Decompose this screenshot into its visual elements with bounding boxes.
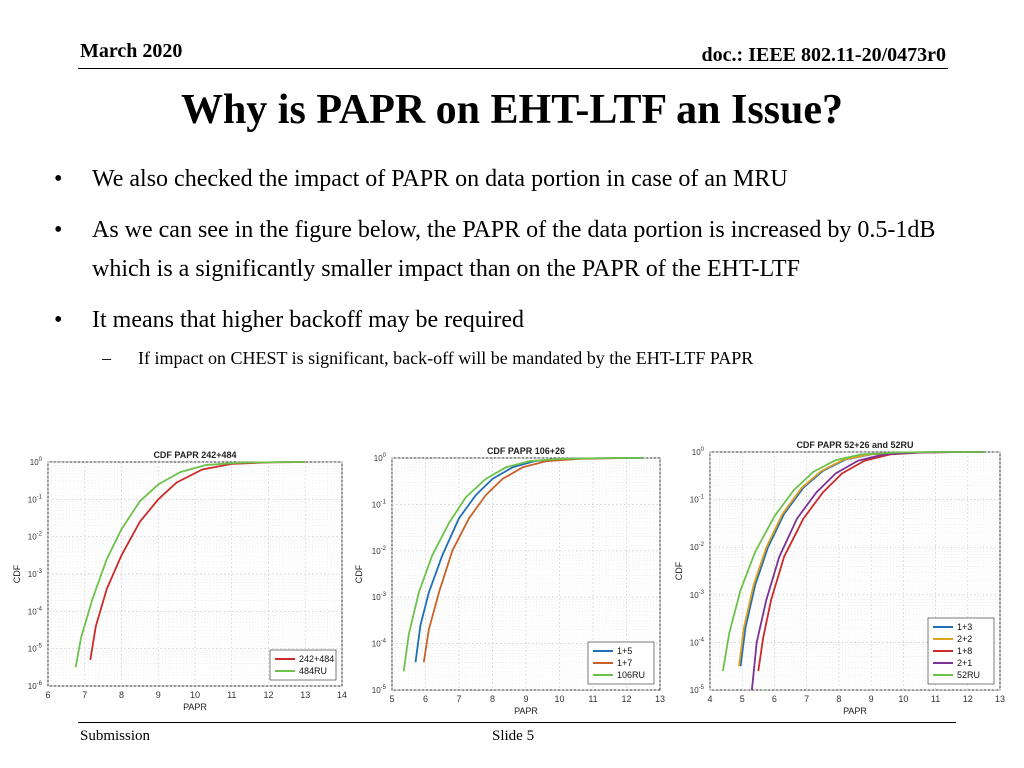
x-axis-label: PAPR	[183, 702, 207, 712]
x-axis-label: PAPR	[514, 706, 538, 716]
y-tick-label: 10-6	[28, 681, 43, 691]
legend-label: 52RU	[957, 670, 980, 680]
header-doc-id: doc.: IEEE 802.11-20/0473r0	[701, 44, 946, 66]
x-tick-label: 12	[963, 694, 973, 704]
series-line-106RU	[402, 457, 644, 672]
x-tick-label: 14	[337, 690, 347, 700]
x-tick-label: 10	[898, 694, 908, 704]
x-tick-label: 6	[423, 694, 428, 704]
y-tick-label: 10-4	[28, 606, 43, 616]
y-tick-label: 10-2	[28, 532, 43, 542]
chart-cdf-106-26: 5 6 7 8 9 10 11 12 13 100 10-1 10-2 10-3 10-4 10-5 CDF …	[350, 436, 668, 723]
y-tick-label: 10-2	[690, 542, 705, 552]
x-tick-label: 10	[190, 690, 200, 700]
bullet-item: • As we can see in the figure below, the…	[54, 211, 974, 289]
chart-svg: 4 5 6 7 8 9 10 11 12 13 100 10-1 10-2 10-3 10-4 10-5 CDF…	[674, 440, 1005, 716]
series-line-1-7	[422, 457, 627, 663]
footer-rule	[78, 722, 956, 723]
x-tick-label: 13	[655, 694, 665, 704]
bullet-dot: •	[54, 166, 63, 192]
chart-svg: 5 6 7 8 9 10 11 12 13 100 10-1 10-2 10-3 10-4 10-5 CDF …	[354, 446, 665, 716]
x-tick-label: 5	[740, 694, 745, 704]
x-tick-label: 8	[119, 690, 124, 700]
x-tick-label: 13	[300, 690, 310, 700]
y-axis-label: CDF	[354, 564, 364, 583]
bullet-text: We also checked the impact of PAPR on da…	[92, 166, 788, 192]
x-tick-label: 4	[707, 694, 712, 704]
series-line-52RU	[722, 451, 984, 672]
y-tick-label: 10-3	[28, 569, 43, 579]
legend-label: 1+7	[617, 658, 632, 668]
x-tick-label: 11	[588, 694, 597, 704]
x-tick-label: 9	[869, 694, 874, 704]
legend-label: 2+1	[957, 658, 972, 668]
legend-label: 1+8	[957, 646, 972, 656]
legend-label: 106RU	[617, 670, 645, 680]
x-tick-label: 6	[45, 690, 50, 700]
bullet-text: It means that higher backoff may be requ…	[92, 307, 525, 333]
slide-title: Why is PAPR on EHT-LTF an Issue?	[180, 87, 844, 133]
sub-bullet-dash: –	[102, 348, 111, 368]
footer-slide-number: Slide 5	[492, 728, 535, 744]
bullet-item: • We also checked the impact of PAPR on …	[54, 160, 974, 199]
bullet-item: • It means that higher backoff may be re…	[54, 301, 974, 340]
legend-label: 1+5	[617, 646, 632, 656]
x-tick-label: 9	[156, 690, 161, 700]
legend-label: 242+484	[299, 654, 334, 664]
y-tick-label: 10-1	[28, 494, 43, 504]
legend-label: 1+3	[957, 622, 972, 632]
chart-title: CDF PAPR 242+484	[153, 450, 236, 460]
y-tick-label: 10-3	[690, 590, 705, 600]
series-line-484RU	[74, 461, 306, 668]
y-tick-label: 10-1	[372, 499, 387, 509]
y-tick-label: 10-5	[690, 685, 705, 695]
chart-cdf-242-484: 6 7 8 9 10 11 12 13 14 100 10-1 10-2 10-3 10-4 10-5 10-…	[8, 436, 348, 723]
y-tick-label: 100	[374, 453, 387, 463]
bullet-dot: •	[54, 307, 63, 333]
sub-bullet-text: If impact on CHEST is significant, back-…	[138, 348, 754, 368]
x-tick-label: 12	[621, 694, 631, 704]
sub-bullet-item: – If impact on CHEST is significant, bac…	[54, 346, 974, 370]
header-rule	[78, 68, 948, 69]
x-tick-label: 11	[931, 694, 940, 704]
bullet-text: As we can see in the figure below, the P…	[92, 217, 936, 282]
y-tick-label: 100	[30, 457, 43, 467]
legend-box	[269, 649, 337, 681]
chart-svg: 6 7 8 9 10 11 12 13 14 100 10-1 10-2 10-3 10-4 10-5 10-…	[12, 450, 347, 712]
x-tick-label: 7	[804, 694, 809, 704]
legend-label: 484RU	[299, 666, 327, 676]
x-tick-label: 5	[389, 694, 394, 704]
x-tick-label: 11	[227, 690, 236, 700]
x-tick-label: 6	[772, 694, 777, 704]
header-date: March 2020	[80, 40, 183, 62]
x-axis-label: PAPR	[843, 706, 867, 716]
y-tick-label: 100	[692, 447, 705, 457]
chart-cdf-52-26: 4 5 6 7 8 9 10 11 12 13 100 10-1 10-2 10-3 10-4 10-5 CDF…	[670, 436, 1010, 723]
bullet-list: • We also checked the impact of PAPR on …	[54, 160, 974, 370]
y-tick-label: 10-4	[372, 639, 387, 649]
y-tick-label: 10-1	[690, 495, 705, 505]
x-tick-label: 7	[456, 694, 461, 704]
footer-submission: Submission	[80, 728, 151, 744]
x-tick-label: 7	[82, 690, 87, 700]
x-tick-label: 13	[995, 694, 1005, 704]
y-tick-label: 10-5	[372, 685, 387, 695]
y-axis-label: CDF	[12, 564, 22, 583]
chart-title: CDF PAPR 52+26 and 52RU	[796, 440, 913, 450]
y-tick-label: 10-2	[372, 546, 387, 556]
x-tick-label: 10	[554, 694, 564, 704]
chart-title: CDF PAPR 106+26	[487, 446, 565, 456]
x-tick-label: 8	[836, 694, 841, 704]
y-tick-label: 10-4	[690, 637, 705, 647]
y-tick-label: 10-3	[372, 592, 387, 602]
x-tick-label: 9	[523, 694, 528, 704]
x-tick-label: 8	[490, 694, 495, 704]
y-axis-label: CDF	[674, 561, 684, 580]
x-tick-label: 12	[263, 690, 273, 700]
legend-label: 2+2	[957, 634, 972, 644]
bullet-dot: •	[54, 217, 63, 243]
y-tick-label: 10-5	[28, 644, 43, 654]
